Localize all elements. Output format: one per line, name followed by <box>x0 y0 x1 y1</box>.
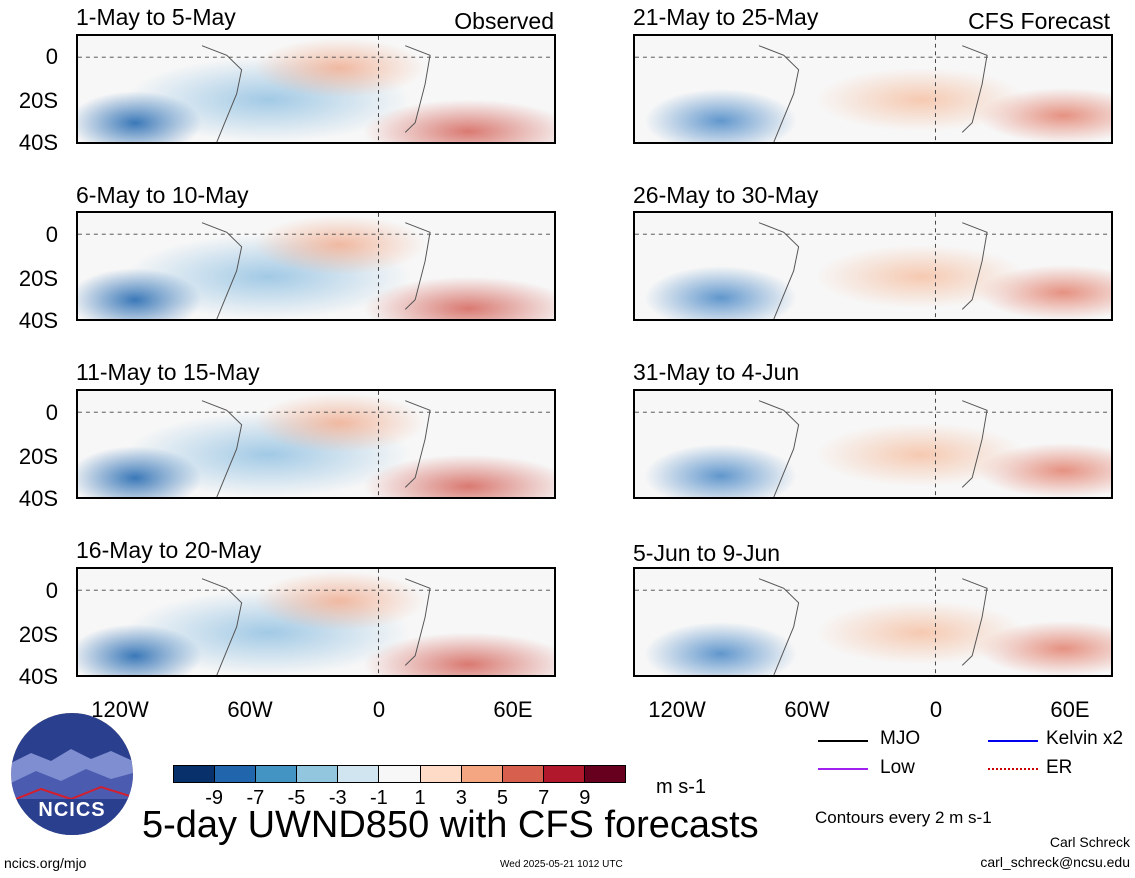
colorbar-swatch <box>502 766 544 782</box>
map-forecast-2 <box>633 211 1113 321</box>
panel-title-fc-4: 5-Jun to 9-Jun <box>633 540 781 566</box>
colorbar <box>173 765 626 783</box>
x-tick-60e-right: 60E <box>1050 697 1090 722</box>
panel-title-obs-3: 11-May to 15-May <box>76 359 260 385</box>
legend-label-mjo: MJO <box>880 728 921 749</box>
colorbar-tick-label: 5 <box>496 787 509 809</box>
forecast-label: CFS Forecast <box>968 8 1110 34</box>
legend-label-er: ER <box>1046 757 1073 778</box>
y-tick-40s: 40S <box>18 308 58 333</box>
map-forecast-4 <box>633 567 1113 677</box>
x-tick-0-left: 0 <box>372 697 386 722</box>
x-tick-60w-right: 60W <box>784 697 830 722</box>
map-observed-2 <box>76 211 556 321</box>
ncics-logo: NCICS <box>11 713 133 835</box>
x-tick-60e-left: 60E <box>493 697 533 722</box>
y-tick-0: 0 <box>45 400 58 425</box>
contour-note: Contours every 2 m s-1 <box>815 808 992 827</box>
y-tick-40s: 40S <box>18 664 58 689</box>
colorbar-tick-label: -3 <box>328 787 347 809</box>
map-forecast-1 <box>633 34 1113 144</box>
colorbar-tick-label: 9 <box>579 787 591 809</box>
y-tick-0: 0 <box>45 578 58 603</box>
colorbar-tick-label: 1 <box>414 787 426 809</box>
colorbar-tick-label: 3 <box>455 787 467 809</box>
y-tick-20s: 20S <box>18 444 58 469</box>
legend-line-kelvin <box>988 740 1038 742</box>
colorbar-tick-label: -5 <box>287 787 306 809</box>
figure-title: 5-day UWND850 with CFS forecasts <box>142 804 759 846</box>
units-label: m s-1 <box>656 776 706 798</box>
author-email: carl_schreck@ncsu.edu <box>980 854 1130 870</box>
colorbar-tick-label: -7 <box>246 787 265 809</box>
y-tick-20s: 20S <box>18 622 58 647</box>
y-tick-40s: 40S <box>18 486 58 511</box>
observed-label: Observed <box>454 8 554 34</box>
x-tick-120w-right: 120W <box>648 697 706 722</box>
colorbar-tick-label: -1 <box>370 787 388 809</box>
panel-title-fc-2: 26-May to 30-May <box>633 182 819 208</box>
x-tick-60w-left: 60W <box>227 697 273 722</box>
y-tick-0: 0 <box>45 44 58 69</box>
legend-line-mjo <box>818 740 868 742</box>
x-tick-120w-left: 120W <box>91 697 149 722</box>
colorbar-tick-label: -9 <box>205 787 224 809</box>
colorbar-swatch <box>174 766 216 782</box>
colorbar-swatch <box>420 766 462 782</box>
panel-title-obs-1: 1-May to 5-May <box>76 4 236 30</box>
colorbar-swatch <box>461 766 503 782</box>
colorbar-tick-label: 7 <box>538 787 550 809</box>
y-tick-20s: 20S <box>18 88 58 113</box>
legend-label-kelvin: Kelvin x2 <box>1046 728 1124 749</box>
colorbar-swatch <box>543 766 585 782</box>
timestamp: Wed 2025-05-21 1012 UTC <box>500 859 623 870</box>
panel-title-fc-1: 21-May to 25-May <box>633 4 819 30</box>
colorbar-swatch <box>379 766 421 782</box>
panel-title-obs-2: 6-May to 10-May <box>76 182 249 208</box>
map-forecast-3 <box>633 389 1113 499</box>
y-tick-0: 0 <box>45 222 58 247</box>
map-observed-1 <box>76 34 556 144</box>
map-observed-3 <box>76 389 556 499</box>
colorbar-swatch <box>215 766 257 782</box>
legend-line-low <box>818 768 868 770</box>
panel-title-fc-3: 31-May to 4-Jun <box>633 359 800 385</box>
x-tick-0-right: 0 <box>929 697 943 722</box>
y-tick-20s: 20S <box>18 266 58 291</box>
colorbar-swatch <box>584 766 626 782</box>
legend-line-er <box>988 768 1038 770</box>
author-name: Carl Schreck <box>1049 834 1130 850</box>
map-observed-4 <box>76 567 556 677</box>
colorbar-swatch <box>256 766 298 782</box>
y-tick-40s: 40S <box>18 130 58 155</box>
website-link[interactable]: ncics.org/mjo <box>4 855 87 871</box>
colorbar-swatch <box>297 766 339 782</box>
logo-text: NCICS <box>38 799 106 821</box>
legend-label-low: Low <box>880 757 915 778</box>
colorbar-swatch <box>338 766 380 782</box>
panel-title-obs-4: 16-May to 20-May <box>76 537 262 563</box>
